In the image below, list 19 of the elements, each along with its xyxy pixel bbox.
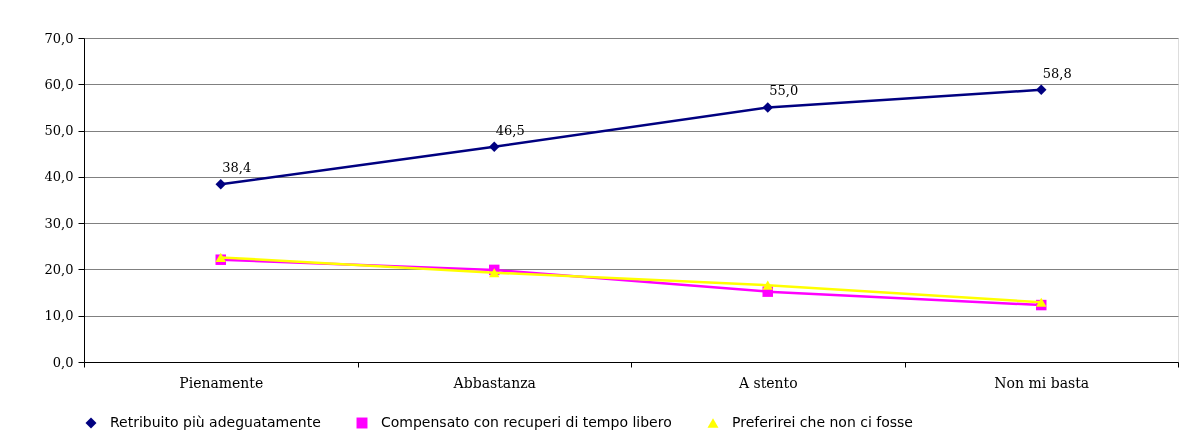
x-tick-label: A stento [737, 374, 798, 391]
y-tick-label: 50,0 [44, 123, 74, 139]
x-tick-label: Pienamente [179, 374, 264, 391]
y-tick-label: 0,0 [52, 354, 74, 370]
x-tick-label: Abbastanza [452, 374, 536, 391]
legend-label: Retribuito più adeguatamente [110, 414, 321, 430]
legend-label: Preferirei che non ci fosse [732, 414, 913, 430]
legend-label: Compensato con recuperi di tempo libero [381, 414, 672, 430]
data-label: 38,4 [222, 160, 252, 176]
y-tick-label: 10,0 [44, 308, 74, 324]
y-tick-label: 30,0 [44, 215, 74, 231]
y-tick-label: 40,0 [44, 169, 74, 185]
data-label: 58,8 [1042, 65, 1072, 81]
data-label: 55,0 [769, 83, 799, 99]
y-tick-label: 20,0 [44, 261, 74, 277]
y-tick-label: 60,0 [44, 76, 74, 92]
data-label: 46,5 [495, 122, 525, 138]
y-tick-label: 70,0 [44, 30, 74, 46]
x-tick-label: Non mi basta [994, 374, 1090, 391]
